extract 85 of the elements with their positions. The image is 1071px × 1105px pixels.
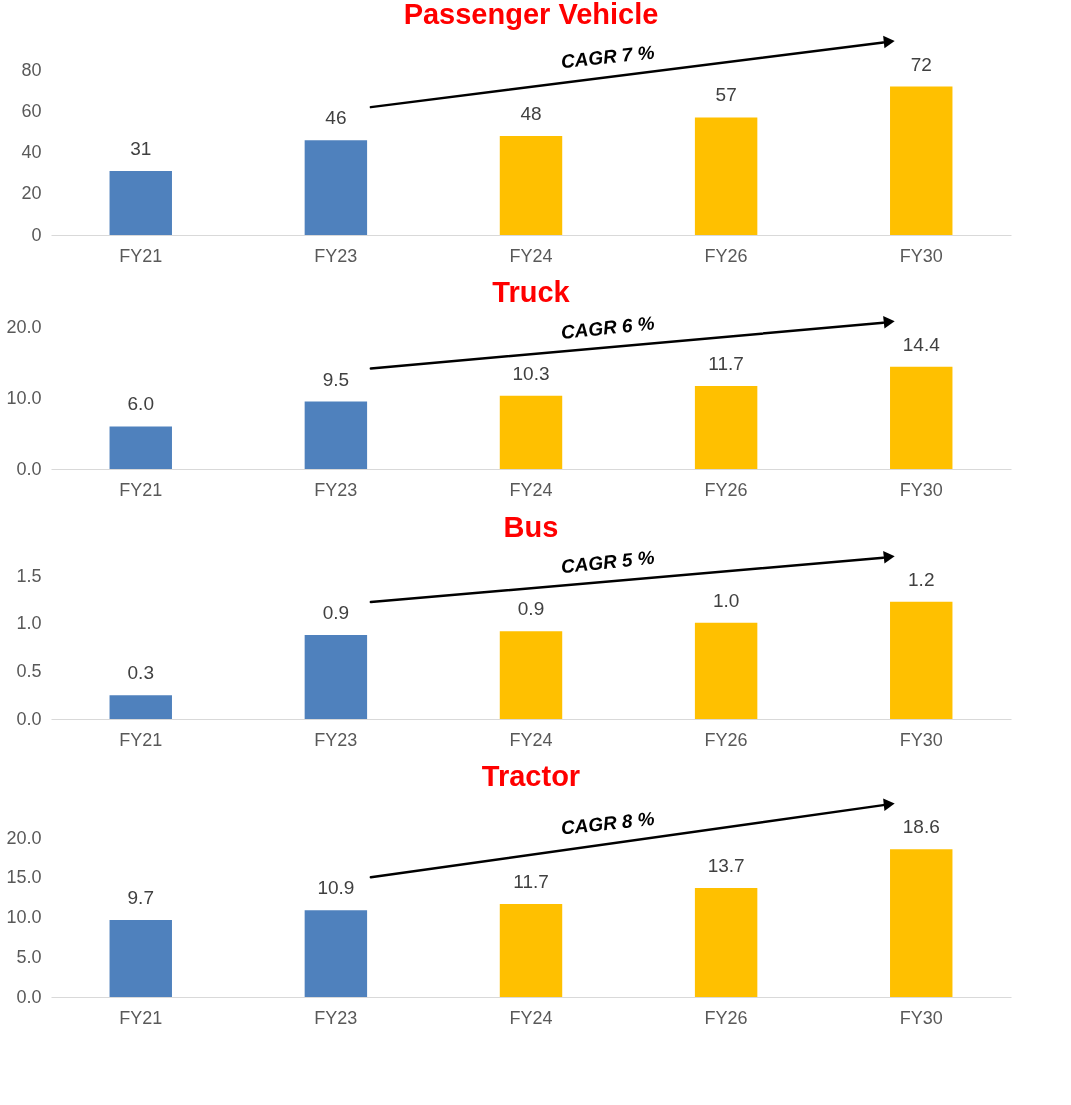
x-tick-label: FY21 bbox=[119, 245, 163, 266]
chart-title: Tractor bbox=[481, 760, 581, 793]
data-label: 11.7 bbox=[708, 352, 744, 374]
data-label: 10.9 bbox=[317, 877, 355, 899]
x-tick-label: FY30 bbox=[899, 245, 943, 266]
bar bbox=[304, 140, 368, 235]
chart-title: Bus bbox=[503, 510, 559, 543]
bar bbox=[109, 171, 172, 235]
y-tick-label: 1.0 bbox=[16, 613, 42, 634]
y-tick-label: 40 bbox=[21, 142, 42, 162]
y-tick-label: 0.0 bbox=[16, 708, 42, 729]
data-label: 9.7 bbox=[127, 886, 154, 908]
y-tick-label: 10.0 bbox=[6, 387, 42, 408]
x-tick-label: FY30 bbox=[899, 479, 943, 500]
chart-title: Truck bbox=[492, 276, 571, 309]
y-tick-label: 0.0 bbox=[16, 986, 42, 1007]
data-label: 0.9 bbox=[517, 598, 545, 620]
x-tick-label: FY23 bbox=[314, 479, 358, 500]
bar bbox=[109, 919, 172, 997]
bar bbox=[499, 395, 563, 469]
x-tick-label: FY26 bbox=[704, 479, 748, 500]
x-tick-label: FY24 bbox=[509, 245, 553, 266]
data-label: 6.0 bbox=[127, 393, 154, 415]
y-tick-label: 0.0 bbox=[16, 458, 42, 479]
bar bbox=[499, 631, 563, 719]
y-tick-label: 0 bbox=[31, 224, 42, 245]
bar bbox=[499, 903, 563, 997]
data-label: 9.5 bbox=[322, 368, 350, 390]
x-tick-label: FY26 bbox=[704, 729, 748, 750]
x-tick-label: FY26 bbox=[704, 1007, 748, 1028]
x-tick-label: FY23 bbox=[314, 1007, 358, 1028]
y-tick-label: 20 bbox=[21, 183, 42, 204]
data-label: 18.6 bbox=[902, 816, 940, 838]
y-tick-label: 20.0 bbox=[6, 827, 42, 848]
bar bbox=[304, 635, 368, 719]
data-label: 31 bbox=[130, 138, 152, 160]
annotation: CAGR 6 % bbox=[559, 312, 656, 344]
annotation: CAGR 8 % bbox=[559, 807, 656, 839]
data-label: 14.4 bbox=[902, 333, 941, 355]
y-tick-label: 15.0 bbox=[6, 867, 42, 888]
bar bbox=[109, 426, 172, 469]
y-tick-label: 10.0 bbox=[6, 907, 42, 927]
bar bbox=[890, 86, 953, 235]
x-tick-label: FY21 bbox=[119, 1007, 163, 1028]
bar bbox=[499, 136, 563, 235]
annotation: CAGR 7 % bbox=[559, 41, 656, 73]
x-tick-label: FY21 bbox=[119, 729, 163, 750]
data-label: 0.9 bbox=[322, 602, 350, 624]
y-tick-label: 5.0 bbox=[16, 946, 42, 967]
bar bbox=[304, 401, 368, 469]
y-tick-label: 20.0 bbox=[6, 316, 42, 337]
data-label: 1.2 bbox=[908, 568, 935, 590]
x-tick-label: FY24 bbox=[509, 479, 553, 500]
y-tick-label: 1.5 bbox=[16, 565, 42, 586]
data-label: 48 bbox=[520, 103, 542, 124]
data-label: 11.7 bbox=[513, 870, 549, 892]
data-label: 72 bbox=[910, 53, 932, 75]
bar bbox=[694, 888, 758, 997]
bar bbox=[694, 117, 758, 235]
x-tick-label: FY30 bbox=[899, 729, 943, 750]
bar bbox=[890, 849, 953, 997]
x-tick-label: FY23 bbox=[314, 245, 358, 266]
data-label: 57 bbox=[715, 84, 737, 106]
x-tick-label: FY24 bbox=[509, 729, 553, 750]
data-label: 10.3 bbox=[512, 362, 550, 384]
x-tick-label: FY30 bbox=[899, 1007, 943, 1028]
data-label: 13.7 bbox=[707, 855, 745, 877]
bar bbox=[694, 622, 758, 719]
x-tick-label: FY24 bbox=[509, 1007, 553, 1028]
data-label: 46 bbox=[325, 107, 347, 129]
y-tick-label: 0.5 bbox=[16, 660, 42, 681]
x-tick-label: FY21 bbox=[119, 479, 163, 500]
x-tick-label: FY23 bbox=[314, 729, 358, 750]
x-tick-label: FY26 bbox=[704, 245, 748, 266]
data-label: 0.3 bbox=[127, 662, 154, 684]
bar bbox=[890, 366, 953, 469]
bar bbox=[694, 385, 758, 469]
bar bbox=[109, 695, 172, 719]
bar bbox=[304, 910, 368, 997]
data-label: 1.0 bbox=[712, 589, 740, 611]
y-tick-label: 80 bbox=[21, 59, 42, 80]
y-tick-label: 60 bbox=[21, 100, 42, 121]
bar bbox=[890, 601, 953, 719]
chart-title: Passenger Vehicle bbox=[403, 0, 659, 30]
annotation: CAGR 5 % bbox=[559, 546, 656, 578]
